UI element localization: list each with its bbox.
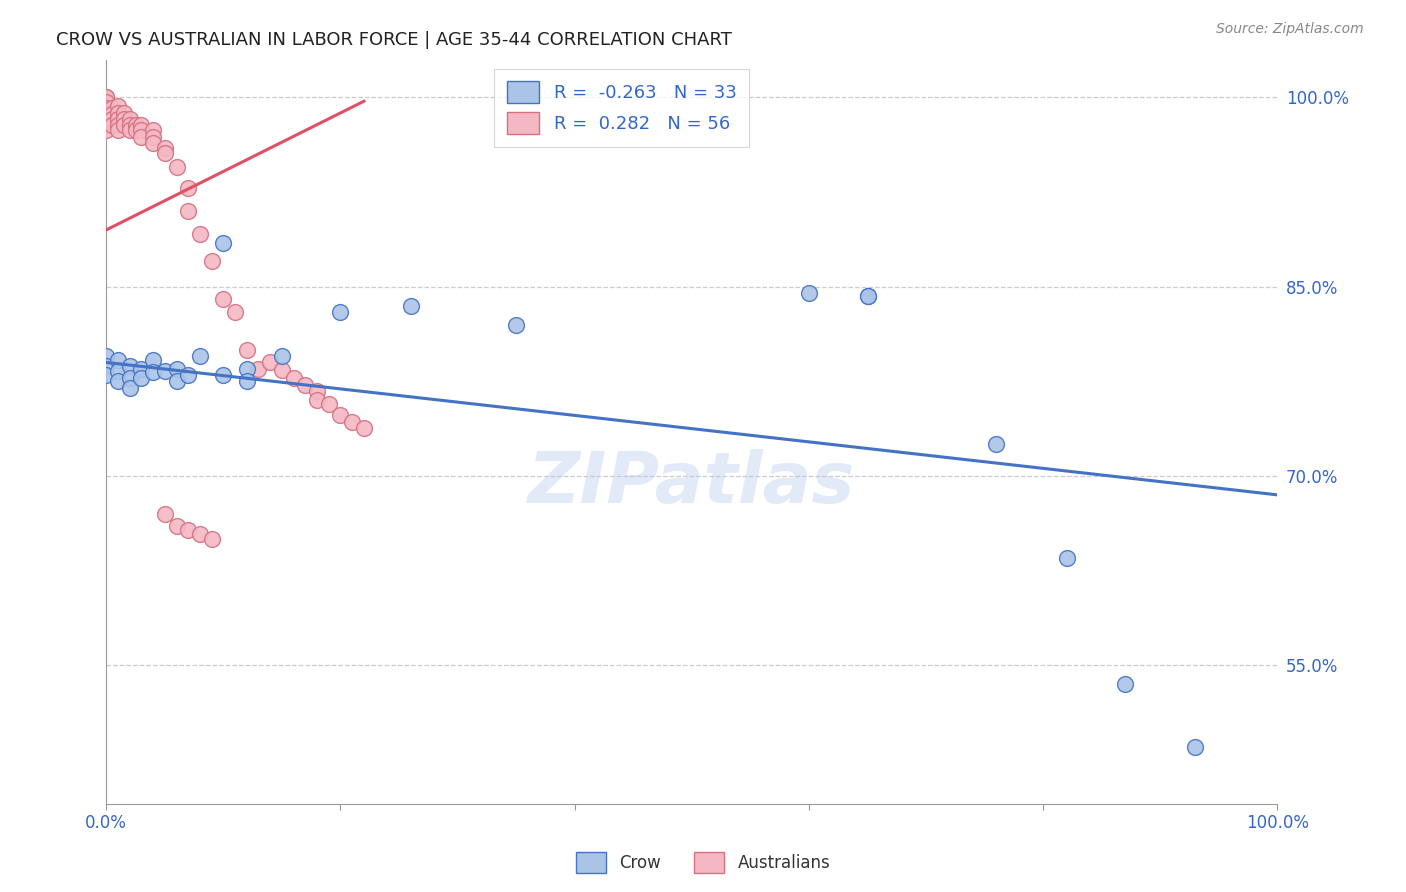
Point <box>107 364 129 378</box>
Point <box>96 101 118 115</box>
Point <box>96 95 118 110</box>
Point <box>107 112 129 126</box>
Point <box>118 123 141 137</box>
Point <box>177 181 200 195</box>
Point <box>236 343 259 357</box>
Point <box>153 364 176 378</box>
Point <box>236 374 259 388</box>
Point <box>236 361 259 376</box>
Point <box>131 118 153 132</box>
Point <box>107 118 129 132</box>
Point <box>307 384 329 399</box>
Point <box>153 507 176 521</box>
Point <box>142 352 165 367</box>
Point <box>166 519 188 533</box>
Point <box>166 374 188 388</box>
Point <box>1056 551 1078 566</box>
Point <box>118 370 141 384</box>
Point <box>224 305 246 319</box>
Point <box>107 99 129 113</box>
Text: ZIPatlas: ZIPatlas <box>529 450 855 518</box>
Point <box>166 160 188 174</box>
Point <box>797 285 820 300</box>
Point <box>107 352 129 367</box>
Point <box>318 397 340 411</box>
Point <box>112 118 135 132</box>
Point <box>212 293 235 307</box>
Point <box>340 415 363 429</box>
Point <box>131 361 153 376</box>
Point <box>307 393 329 408</box>
Point <box>259 355 281 369</box>
Point <box>505 318 527 332</box>
Point <box>271 349 294 363</box>
Point <box>96 359 118 374</box>
Point <box>101 118 124 132</box>
Point <box>124 118 146 132</box>
Point <box>96 107 118 121</box>
Point <box>131 370 153 384</box>
Point <box>1114 677 1136 691</box>
Point <box>101 107 124 121</box>
Point <box>212 235 235 250</box>
Point <box>96 90 118 104</box>
Point <box>212 368 235 382</box>
Point <box>177 368 200 382</box>
Point <box>118 112 141 126</box>
Point <box>201 532 224 546</box>
Point <box>96 368 118 382</box>
Point <box>142 136 165 150</box>
Point <box>856 288 879 302</box>
Point <box>188 527 211 541</box>
Point <box>153 145 176 160</box>
Point <box>188 349 211 363</box>
Point <box>101 101 124 115</box>
Point <box>201 254 224 268</box>
Point <box>107 374 129 388</box>
Point <box>118 381 141 395</box>
Point <box>142 366 165 380</box>
Point <box>177 523 200 537</box>
Point <box>177 204 200 219</box>
Point <box>124 123 146 137</box>
Point <box>856 288 879 302</box>
Point <box>283 370 305 384</box>
Point <box>188 227 211 241</box>
Point <box>247 361 270 376</box>
Point <box>112 112 135 126</box>
Point <box>153 141 176 155</box>
Point <box>1184 740 1206 755</box>
Point <box>101 112 124 126</box>
Point <box>142 129 165 144</box>
Point <box>96 90 118 104</box>
Point <box>399 299 422 313</box>
Point <box>107 123 129 137</box>
Point <box>96 123 118 137</box>
Point <box>96 112 118 126</box>
Point <box>294 378 316 392</box>
Point <box>112 105 135 120</box>
Text: CROW VS AUSTRALIAN IN LABOR FORCE | AGE 35-44 CORRELATION CHART: CROW VS AUSTRALIAN IN LABOR FORCE | AGE … <box>56 31 733 49</box>
Point <box>96 349 118 363</box>
Point <box>131 123 153 137</box>
Point <box>329 409 352 423</box>
Point <box>131 129 153 144</box>
Legend: Crow, Australians: Crow, Australians <box>569 846 837 880</box>
Point <box>329 305 352 319</box>
Point <box>107 105 129 120</box>
Point <box>166 361 188 376</box>
Point <box>118 359 141 374</box>
Point <box>986 437 1008 451</box>
Point <box>118 118 141 132</box>
Text: Source: ZipAtlas.com: Source: ZipAtlas.com <box>1216 22 1364 37</box>
Legend: R =  -0.263   N = 33, R =  0.282   N = 56: R = -0.263 N = 33, R = 0.282 N = 56 <box>494 69 749 147</box>
Point <box>96 118 118 132</box>
Point <box>353 421 375 435</box>
Point <box>271 363 294 377</box>
Point <box>142 123 165 137</box>
